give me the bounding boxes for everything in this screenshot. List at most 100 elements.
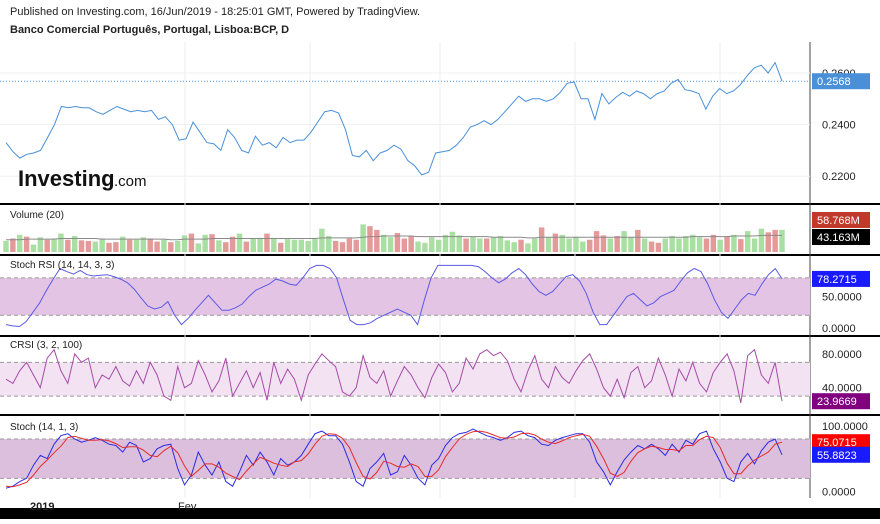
stoch-rsi-band: [0, 277, 810, 316]
volume-bar: [195, 243, 202, 252]
crsi-line: [5, 348, 783, 404]
volume-bar: [23, 236, 30, 252]
volume-bar: [772, 229, 778, 252]
volume-bar: [243, 241, 250, 252]
volume-ma-badge-bg: [812, 229, 870, 245]
volume-bar: [456, 235, 462, 252]
volume-bar: [463, 238, 469, 252]
volume-bar: [133, 239, 140, 252]
volume-bar: [51, 238, 57, 252]
volume-bar: [744, 231, 751, 252]
volume-bar: [92, 241, 98, 252]
volume-bar: [380, 234, 387, 252]
volume-bar: [216, 240, 222, 252]
volume-bar: [223, 242, 229, 252]
volume-bar: [751, 238, 758, 252]
stoch-tick-label: 100.0000: [822, 421, 868, 433]
volume-bar: [614, 236, 620, 252]
stoch-d-badge-bg: [812, 434, 870, 451]
crsi-title: CRSI (3, 2, 100): [10, 340, 82, 351]
volume-bar: [188, 233, 195, 252]
volume-bar: [44, 239, 50, 252]
volume-bar: [683, 236, 689, 252]
volume-bar: [504, 240, 511, 252]
stoch-d-line: [5, 430, 783, 488]
volume-bar: [696, 237, 703, 252]
investing-logo-suffix: .com: [114, 173, 147, 190]
volume-bar: [78, 240, 85, 252]
stoch-k-badge-bg: [812, 446, 870, 463]
volume-bar: [518, 239, 524, 252]
volume-bar: [490, 237, 497, 252]
volume-title: Volume (20): [10, 210, 64, 221]
volume-bar: [566, 238, 572, 252]
volume-bar: [277, 242, 284, 252]
last-price-badge-bg: [812, 73, 870, 90]
volume-bar: [291, 239, 298, 252]
volume-bar: [435, 239, 442, 252]
volume-bar: [3, 240, 9, 252]
volume-bar: [367, 226, 373, 252]
volume-bar: [738, 239, 744, 252]
stoch-k-line: [5, 428, 783, 489]
volume-bar: [168, 242, 174, 252]
volume-bar: [552, 233, 559, 252]
crsi-tick-label: 80.0000: [822, 349, 862, 361]
volume-bar: [10, 238, 16, 252]
volume-bar: [30, 244, 37, 252]
stoch-d-badge-text: 75.0715: [817, 437, 857, 449]
investing-logo-text: Investing: [18, 166, 115, 191]
date-label-fev: Fev: [178, 501, 197, 513]
volume-bar: [600, 235, 607, 252]
volume-bar: [71, 236, 78, 252]
volume-bar: [422, 242, 428, 252]
volume-badge-bg: [812, 212, 870, 228]
volume-bar: [655, 242, 662, 252]
volume-ma-line: [6, 234, 782, 241]
volume-bar: [401, 238, 408, 252]
volume-bar: [648, 241, 655, 252]
volume-bar: [298, 239, 305, 252]
volume-bar: [113, 242, 119, 252]
volume-bar: [360, 224, 366, 252]
volume-bar: [264, 233, 270, 252]
volume-bar: [573, 236, 579, 252]
volume-bar: [332, 240, 339, 252]
volume-bar: [408, 236, 414, 252]
investing-logo: Investing .com: [18, 166, 147, 191]
volume-bar: [662, 238, 668, 252]
volume-bar: [229, 236, 236, 252]
volume-bar: [271, 237, 277, 252]
volume-bar: [99, 238, 105, 252]
stoch-rsi-tick-label: 50.0000: [822, 292, 862, 304]
volume-bar: [628, 237, 634, 252]
volume-bar: [470, 236, 476, 252]
volume-bar: [710, 234, 717, 252]
stoch-rsi-badge-bg: [812, 270, 870, 287]
volume-bar: [586, 239, 593, 252]
volume-bar: [120, 236, 126, 252]
volume-bar: [758, 228, 765, 252]
volume-bar: [236, 233, 243, 252]
volume-bar: [202, 234, 208, 252]
volume-bar: [477, 238, 483, 252]
volume-bar: [387, 237, 394, 252]
volume-bar: [339, 242, 346, 252]
crsi-tick-label: 40.0000: [822, 383, 862, 395]
volume-bar: [532, 238, 538, 252]
stoch-tick-label: 0.0000: [822, 486, 856, 498]
volume-bar: [580, 241, 586, 252]
volume-bar: [284, 239, 291, 252]
stoch-band: [0, 438, 810, 479]
volume-bar: [724, 236, 730, 252]
volume-bar: [140, 237, 147, 252]
volume-bar: [449, 231, 456, 252]
crsi-badge-text: 23.9669: [817, 396, 857, 408]
volume-bar: [346, 238, 353, 252]
price-tick-label: 0.2200: [822, 171, 856, 183]
volume-bar: [174, 240, 181, 252]
volume-bar: [65, 239, 71, 252]
stoch-rsi-title: Stoch RSI (14, 14, 3, 3): [10, 260, 115, 271]
stoch-title: Stoch (14, 1, 3): [10, 422, 78, 433]
